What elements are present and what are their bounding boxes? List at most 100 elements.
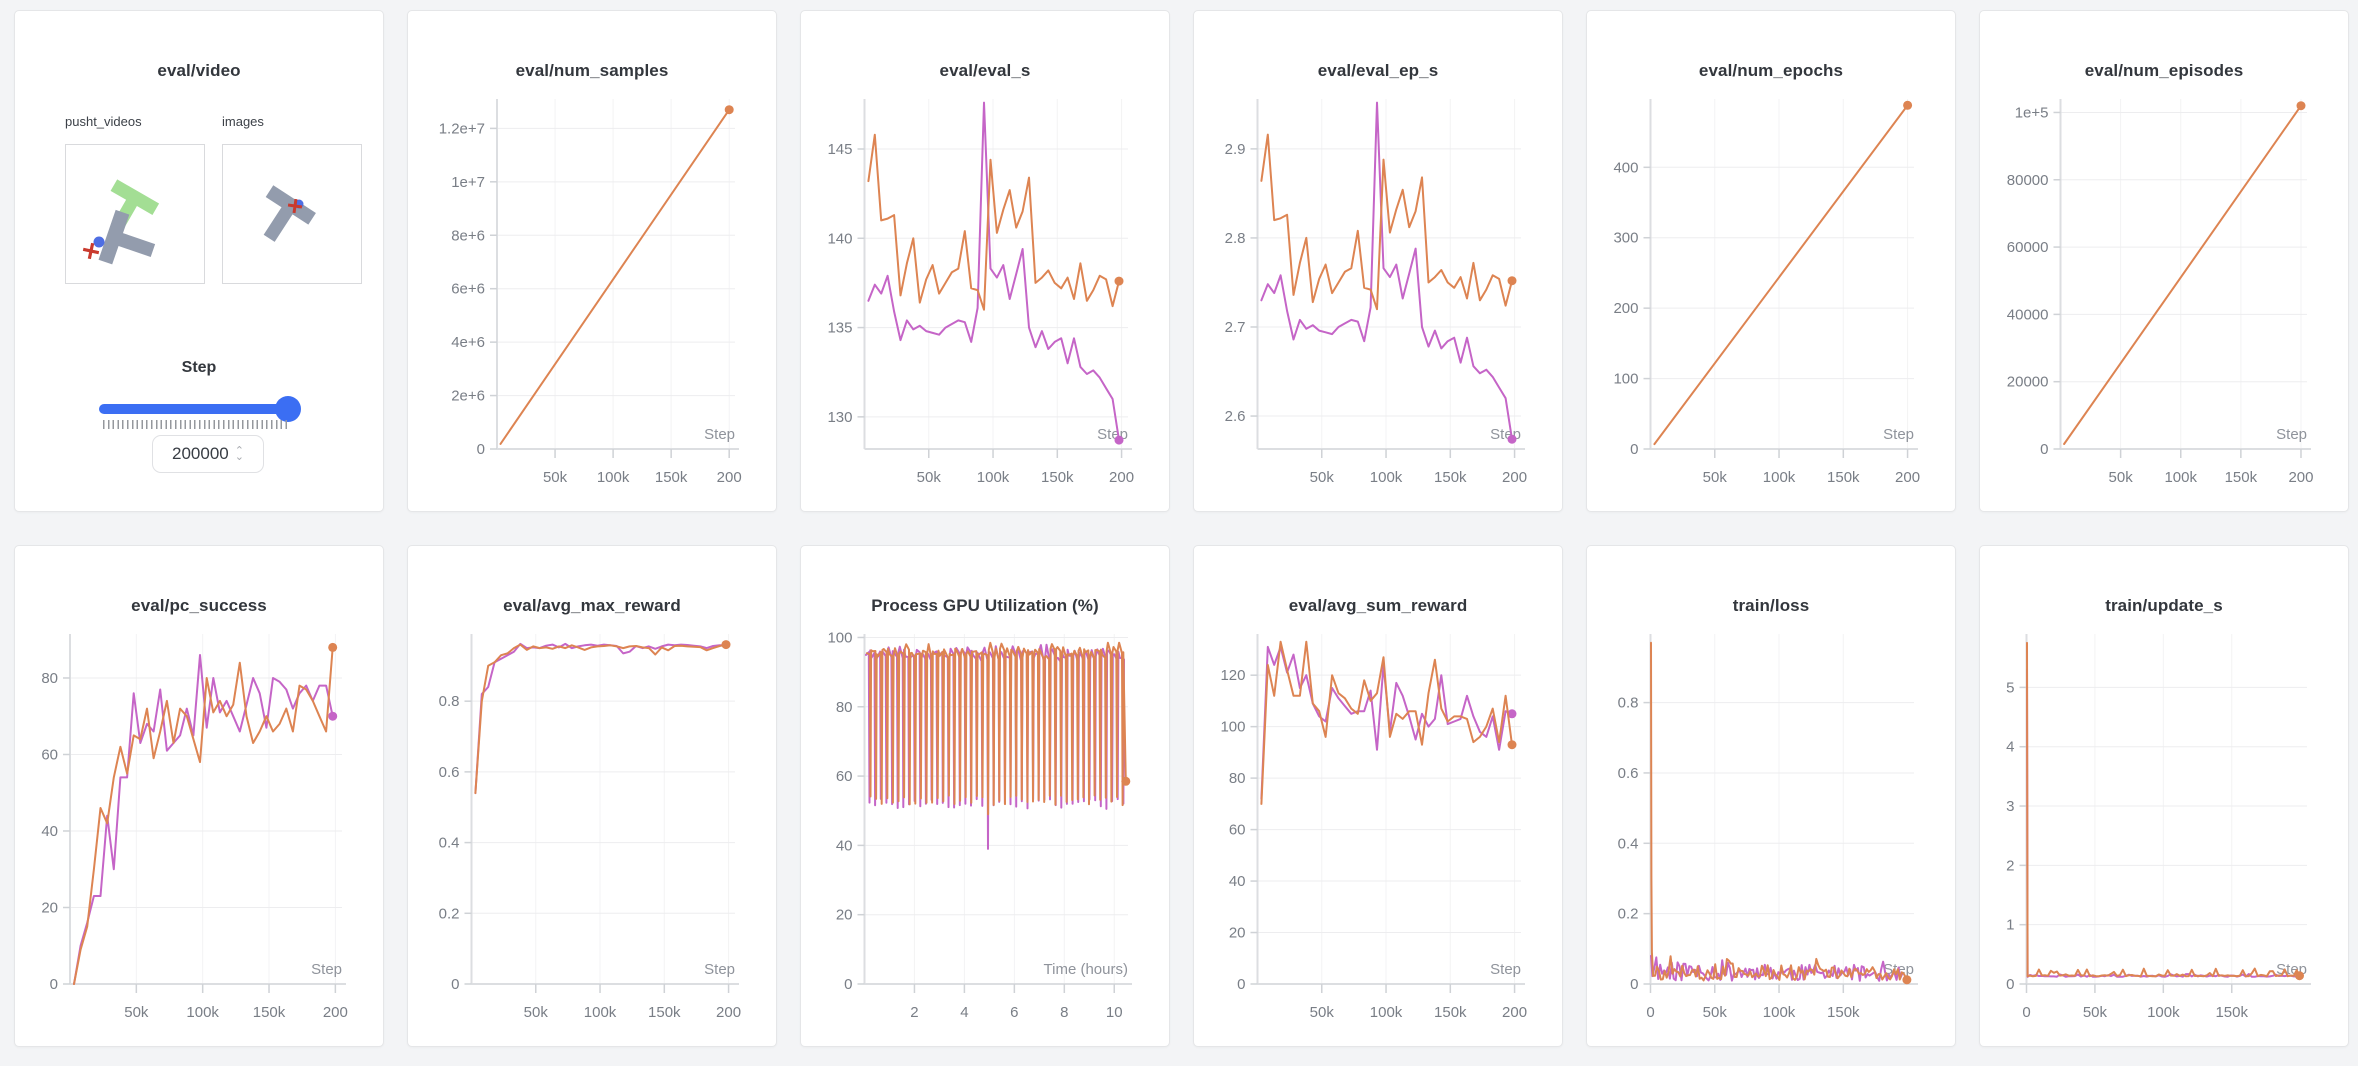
svg-text:50k: 50k (1703, 1004, 1728, 1021)
svg-text:Step: Step (311, 961, 342, 978)
svg-text:50k: 50k (124, 1004, 149, 1021)
svg-text:20: 20 (1229, 925, 1246, 942)
svg-text:0: 0 (844, 976, 852, 993)
svg-text:20000: 20000 (2007, 374, 2049, 391)
svg-text:100k: 100k (1370, 1004, 1403, 1021)
svg-text:0.2: 0.2 (439, 905, 460, 922)
step-stepper[interactable]: ⌃ ⌄ (234, 445, 244, 463)
svg-text:60000: 60000 (2007, 239, 2049, 256)
svg-text:40: 40 (836, 837, 853, 854)
svg-text:50k: 50k (2109, 469, 2134, 486)
step-value-input[interactable]: 200000 ⌃ ⌄ (152, 435, 264, 473)
svg-text:200: 200 (1109, 469, 1134, 486)
target-cross (82, 242, 100, 260)
svg-text:130: 130 (827, 409, 852, 426)
svg-text:0.6: 0.6 (1618, 765, 1639, 782)
svg-text:100k: 100k (1763, 1004, 1796, 1021)
panel-eval-video: eval/video pusht_videos images Step 2000 (14, 10, 384, 512)
svg-text:80: 80 (1229, 770, 1246, 787)
chart-eval-eval-ep-s[interactable]: 2.6 2.7 2.8 2.9 50k 100k 150k 200 Step (1194, 11, 1564, 513)
panel-eval-avg-sum-reward: 0 20 40 60 80 100 120 50k 100k 150k 200 Step eval/a… (1193, 545, 1563, 1047)
pusht-scene-image (82, 179, 160, 265)
panel-eval-pc-success: 0 20 40 60 80 50k 100k 150k 200 Step eval/pc_succ… (14, 545, 384, 1047)
step-slider-label: Step (181, 359, 217, 376)
svg-text:150k: 150k (1827, 1004, 1860, 1021)
svg-text:100k: 100k (584, 1004, 617, 1021)
svg-text:4: 4 (960, 1004, 968, 1021)
svg-text:50k: 50k (2083, 1004, 2108, 1021)
svg-text:80: 80 (836, 699, 853, 716)
svg-text:1e+5: 1e+5 (2015, 104, 2049, 121)
panel-title: eval/pc_success (131, 596, 267, 615)
svg-text:0: 0 (2022, 1004, 2030, 1021)
svg-text:80000: 80000 (2007, 172, 2049, 189)
svg-text:100k: 100k (186, 1004, 219, 1021)
svg-text:60: 60 (836, 768, 853, 785)
svg-text:150k: 150k (648, 1004, 681, 1021)
panel-eval-eval-s: 130 135 140 145 50k 100k 150k 200 Step eval/eval… (800, 10, 1170, 512)
svg-text:140: 140 (827, 230, 852, 247)
svg-text:145: 145 (827, 141, 852, 158)
svg-text:200: 200 (717, 469, 742, 486)
svg-text:200: 200 (1502, 1004, 1527, 1021)
chart-eval-avg-sum-reward[interactable]: 0 20 40 60 80 100 120 50k 100k 150k 200 Step (1194, 546, 1564, 1048)
step-increment-icon[interactable]: ⌃ (234, 445, 244, 457)
panel-title: eval/eval_s (939, 61, 1031, 80)
svg-text:400: 400 (1613, 159, 1638, 176)
svg-text:50k: 50k (1310, 469, 1335, 486)
svg-text:8e+6: 8e+6 (451, 227, 485, 244)
step-value: 200000 (172, 444, 229, 463)
svg-text:Step: Step (1883, 426, 1914, 443)
svg-text:0: 0 (451, 976, 459, 993)
step-slider-tickmarks (103, 420, 287, 429)
agent-dot (93, 236, 105, 248)
images-scene-image (263, 185, 316, 242)
green-t-shape (110, 179, 160, 234)
chart-eval-num-episodes[interactable]: 0 20000 40000 60000 80000 1e+5 50k 100k 150k 200 S… (1980, 11, 2350, 513)
svg-text:80: 80 (41, 670, 58, 687)
panel-title: eval/eval_ep_s (1317, 61, 1439, 80)
step-slider-handle[interactable] (275, 396, 301, 422)
svg-text:4e+6: 4e+6 (451, 334, 485, 351)
svg-text:150k: 150k (253, 1004, 286, 1021)
svg-text:200: 200 (1613, 300, 1638, 317)
svg-text:1: 1 (2006, 917, 2014, 934)
svg-text:0: 0 (1646, 1004, 1654, 1021)
svg-text:40: 40 (1229, 873, 1246, 890)
svg-text:60: 60 (1229, 822, 1246, 839)
svg-text:0: 0 (2040, 441, 2048, 458)
chart-process-gpu-utilization[interactable]: 0 20 40 60 80 100 2 4 6 8 10 Time (hours) (801, 546, 1171, 1048)
svg-text:2.8: 2.8 (1225, 230, 1246, 247)
svg-text:Step: Step (1490, 426, 1521, 443)
chart-eval-num-epochs[interactable]: 0 100 200 300 400 50k 100k 150k 200 Step (1587, 11, 1957, 513)
step-slider[interactable] (99, 396, 301, 422)
svg-text:40: 40 (41, 823, 58, 840)
svg-text:150k: 150k (1827, 469, 1860, 486)
chart-eval-pc-success[interactable]: 0 20 40 60 80 50k 100k 150k 200 Step (15, 546, 385, 1048)
chart-eval-avg-max-reward[interactable]: 0 0.2 0.4 0.6 0.8 50k 100k 150k 200 Step (408, 546, 778, 1048)
panel-eval-eval-ep-s: 2.6 2.7 2.8 2.9 50k 100k 150k 200 Step eval/eval… (1193, 10, 1563, 512)
svg-text:40000: 40000 (2007, 306, 2049, 323)
svg-text:0.8: 0.8 (439, 693, 460, 710)
step-decrement-icon[interactable]: ⌄ (234, 451, 244, 463)
video-thumbnail-pusht[interactable] (65, 144, 205, 284)
svg-text:Time (hours): Time (hours) (1044, 961, 1128, 978)
chart-eval-num-samples[interactable]: 0 2e+6 4e+6 6e+6 8e+6 1e+7 1.2e+7 50k 100k 150k 20… (408, 11, 778, 513)
svg-text:20: 20 (41, 899, 58, 916)
video-thumbnail-images[interactable] (222, 144, 362, 284)
svg-text:6: 6 (1010, 1004, 1018, 1021)
svg-text:Step: Step (704, 961, 735, 978)
svg-text:50k: 50k (1310, 1004, 1335, 1021)
svg-text:2.7: 2.7 (1225, 319, 1246, 336)
panel-process-gpu-utilization: 0 20 40 60 80 100 2 4 6 8 10 Time (hours) Process G… (800, 545, 1170, 1047)
svg-text:0.8: 0.8 (1618, 695, 1639, 712)
svg-text:2: 2 (2006, 857, 2014, 874)
panel-title: eval/video (157, 61, 241, 80)
svg-text:5: 5 (2006, 679, 2014, 696)
panel-title: eval/avg_sum_reward (1288, 596, 1468, 615)
svg-text:Step: Step (2276, 426, 2307, 443)
